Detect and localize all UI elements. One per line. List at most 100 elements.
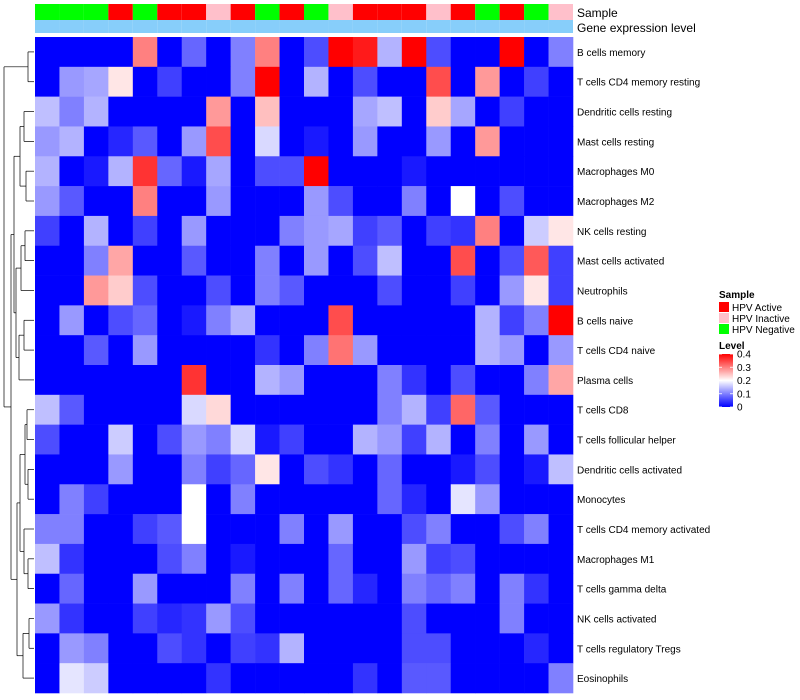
heatmap-cell (132, 454, 158, 485)
heatmap-cell (401, 603, 427, 634)
heatmap-cell (35, 335, 60, 366)
heatmap-cell (304, 215, 329, 247)
heatmap-cell (230, 663, 256, 694)
heatmap-cell (426, 156, 452, 187)
heatmap-cell (108, 126, 134, 157)
heatmap-cell (524, 365, 549, 396)
heatmap-cell (206, 454, 231, 485)
row-label: NK cells resting (577, 227, 646, 238)
heatmap-cell (108, 603, 134, 634)
heatmap-cell (230, 484, 256, 515)
heatmap-cell (352, 66, 378, 97)
heatmap-cell (230, 365, 256, 396)
heatmap-cell (401, 305, 427, 336)
heatmap-cell (328, 37, 354, 68)
heatmap-cell (157, 663, 183, 694)
heatmap-cell (108, 454, 134, 485)
heatmap-cell (328, 663, 354, 694)
heatmap-cell (426, 37, 452, 68)
heatmap-cell (35, 543, 60, 575)
heatmap-cell (279, 514, 305, 545)
heatmap-cell (132, 245, 158, 276)
heatmap-cell (157, 603, 183, 634)
heatmap-cell (377, 603, 403, 634)
heatmap-cell (352, 37, 378, 68)
heatmap-cell (450, 126, 476, 157)
heatmap-cell (450, 335, 476, 366)
heatmap-cell (255, 66, 280, 97)
expression-track-cell (377, 20, 402, 33)
row-label: Neutrophils (577, 286, 628, 297)
heatmap-cell (108, 633, 134, 664)
heatmap-cell (279, 365, 305, 396)
heatmap-cell (475, 37, 500, 68)
heatmap-cell (352, 156, 378, 187)
heatmap-cell (524, 215, 549, 247)
heatmap-cell (157, 37, 183, 68)
heatmap-cell (426, 663, 452, 694)
heatmap-cell (328, 275, 354, 306)
heatmap-cell (377, 424, 403, 455)
heatmap-cell (35, 603, 60, 634)
heatmap-cell (401, 215, 427, 247)
heatmap-cell (548, 394, 574, 425)
heatmap-cell (524, 305, 549, 336)
heatmap-cell (352, 573, 378, 604)
heatmap-cell (524, 186, 549, 217)
heatmap-cell (279, 215, 305, 247)
row-label: Plasma cells (577, 376, 633, 387)
heatmap-cell (426, 603, 452, 634)
heatmap-cell (35, 424, 60, 455)
heatmap-cell (255, 245, 280, 276)
heatmap-cell (108, 156, 134, 187)
heatmap-cell (108, 66, 134, 97)
heatmap-cell (255, 484, 280, 515)
heatmap-cell (157, 573, 183, 604)
heatmap-cell (401, 424, 427, 455)
heatmap-cell (206, 543, 231, 575)
heatmap-cell (304, 633, 329, 664)
expression-track-cell (59, 20, 84, 33)
heatmap-cell (35, 245, 60, 276)
heatmap-cell (450, 394, 476, 425)
heatmap-cell (352, 424, 378, 455)
row-label: T cells CD4 memory activated (577, 525, 710, 536)
heatmap-cell (450, 275, 476, 306)
heatmap-cell (206, 394, 231, 425)
heatmap-cell (499, 603, 525, 634)
heatmap-cell (206, 156, 231, 187)
heatmap-cell (255, 603, 280, 634)
heatmap-cell (132, 215, 158, 247)
heatmap-cell (475, 305, 500, 336)
row-label: Dendritic cells resting (577, 108, 672, 119)
heatmap-cell (230, 633, 256, 664)
heatmap-cell (328, 365, 354, 396)
heatmap-cell (83, 454, 109, 485)
heatmap-cell (59, 603, 85, 634)
heatmap-cell (279, 663, 305, 694)
heatmap-cell (475, 96, 500, 127)
heatmap-cell (255, 186, 280, 217)
heatmap-cell (181, 484, 207, 515)
sample-track-cell (377, 4, 402, 20)
heatmap-cell (181, 335, 207, 366)
heatmap-cell (377, 66, 403, 97)
heatmap-cell (279, 633, 305, 664)
heatmap-cell (328, 156, 354, 187)
expression-track-cell (475, 20, 500, 33)
heatmap-cell (181, 275, 207, 306)
heatmap-cell (304, 514, 329, 545)
heatmap-cell (279, 66, 305, 97)
expression-track-cell (35, 20, 60, 33)
heatmap-cell (328, 305, 354, 336)
legend-tick-label: 0.3 (737, 363, 751, 374)
expression-track-cell (450, 20, 476, 33)
heatmap-cell (328, 66, 354, 97)
heatmap-cell (35, 394, 60, 425)
heatmap-cell (524, 66, 549, 97)
heatmap-cell (59, 663, 85, 694)
heatmap-cell (450, 484, 476, 515)
heatmap-cell (352, 186, 378, 217)
heatmap-cell (328, 424, 354, 455)
expression-track-cell (426, 20, 451, 33)
